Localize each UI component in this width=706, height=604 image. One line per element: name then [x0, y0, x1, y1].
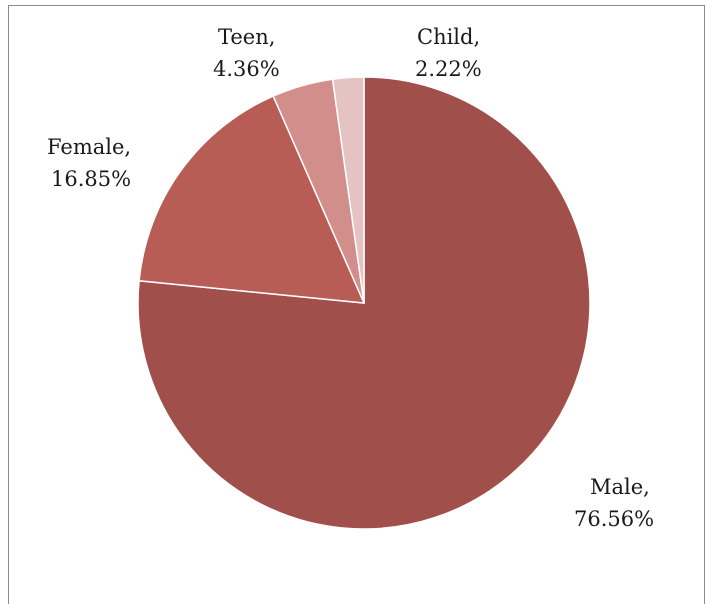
data-label-child-value: 2.22% — [415, 57, 482, 81]
data-label-male-value: 76.56% — [574, 507, 654, 531]
data-label-male-name: Male, — [590, 475, 650, 499]
data-label-child: Child, 2.22% — [415, 25, 487, 81]
data-label-female: Female, 16.85% — [47, 135, 138, 191]
pie-slices — [137, 76, 591, 530]
pie-slice-child — [331, 76, 365, 304]
data-label-female-value: 16.85% — [51, 167, 131, 191]
pie-slice-female — [138, 95, 366, 304]
data-label-female-name: Female, — [47, 135, 131, 159]
data-label-teen-name: Teen, — [218, 25, 275, 49]
data-label-male: Male, 76.56% — [574, 475, 657, 531]
pie-slice-male — [137, 76, 591, 530]
data-label-child-name: Child, — [417, 25, 480, 49]
data-label-teen-value: 4.36% — [213, 57, 280, 81]
data-label-teen: Teen, 4.36% — [213, 25, 282, 81]
